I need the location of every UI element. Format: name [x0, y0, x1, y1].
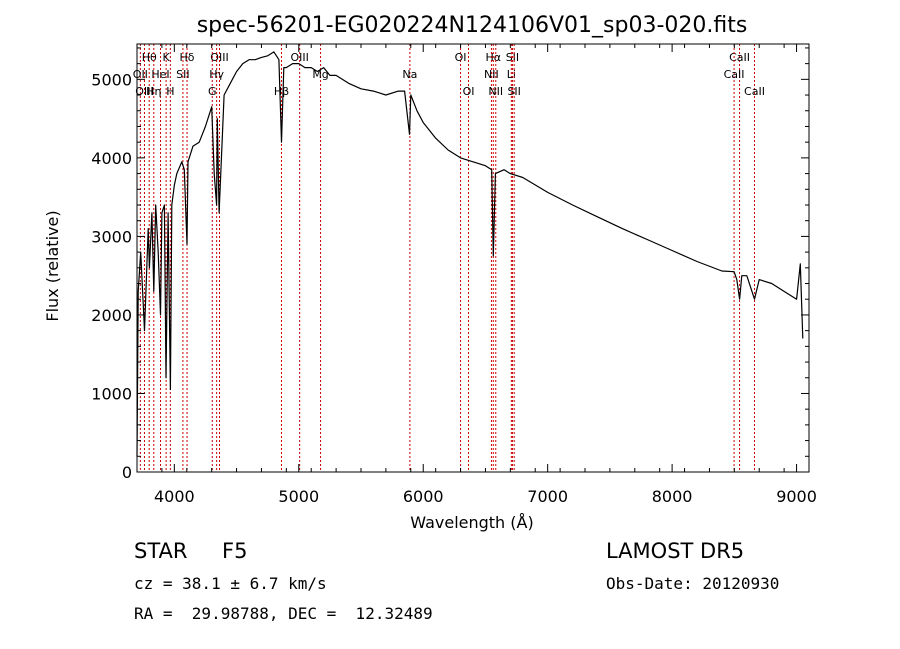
spectral-subclass: F5: [222, 539, 248, 563]
line-marker-label: SII: [506, 51, 519, 64]
spectrum-line: [136, 51, 804, 457]
x-tick-label: 8000: [652, 487, 693, 506]
line-marker-label: H: [166, 85, 174, 98]
y-tick-label: 5000: [91, 70, 132, 89]
line-marker-label: K: [163, 51, 171, 64]
plot-frame: [136, 43, 810, 473]
line-marker-label: OIII: [210, 51, 228, 64]
y-tick-label: 1000: [91, 384, 132, 403]
line-marker-label: SII: [507, 85, 520, 98]
line-marker-label: OI: [463, 85, 475, 98]
y-tick-label: 0: [122, 463, 132, 482]
redshift-readout: cz = 38.1 ± 6.7 km/s: [134, 574, 327, 593]
x-tick-label: 6000: [403, 487, 444, 506]
line-marker-label: Hθ: [142, 51, 157, 64]
line-marker-label: OIII: [290, 51, 308, 64]
line-marker-label: SII: [176, 68, 189, 81]
line-marker-label: Hδ: [180, 51, 195, 64]
line-marker-label: CaII: [744, 85, 765, 98]
line-marker-label: OI: [455, 51, 467, 64]
survey-name: LAMOST DR5: [606, 539, 745, 563]
line-marker-label: CaII: [729, 51, 750, 64]
x-tick-label: 9000: [776, 487, 817, 506]
line-marker-label: Hα: [486, 51, 502, 64]
observation-date: Obs-Date: 20120930: [606, 574, 780, 593]
chart-title: spec-56201-EG020224N124106V01_sp03-020.f…: [197, 13, 748, 38]
x-tick-label: 7000: [527, 487, 568, 506]
x-tick-label: 4000: [154, 487, 195, 506]
spectral-class: STAR: [134, 539, 188, 563]
line-marker-label: HeI: [151, 68, 169, 81]
line-marker-label: Hγ: [209, 68, 224, 81]
x-axis-label: Wavelength (Å): [410, 513, 533, 532]
line-marker-label: Hβ: [274, 85, 289, 98]
y-tick-label: 2000: [91, 306, 132, 325]
line-marker-label: Hη: [146, 85, 161, 98]
coordinates: RA = 29.98788, DEC = 12.32489: [134, 604, 433, 623]
y-axis-label: Flux (relative): [43, 210, 62, 321]
x-tick-label: 5000: [278, 487, 319, 506]
y-tick-label: 4000: [91, 149, 132, 168]
y-tick-label: 3000: [91, 227, 132, 246]
line-marker-label: Li: [507, 68, 516, 81]
line-marker-label: NII: [484, 68, 499, 81]
line-marker-label: NII: [488, 85, 503, 98]
line-marker-label: G: [208, 85, 217, 98]
line-marker-label: CaII: [724, 68, 745, 81]
line-marker-label: Na: [402, 68, 417, 81]
